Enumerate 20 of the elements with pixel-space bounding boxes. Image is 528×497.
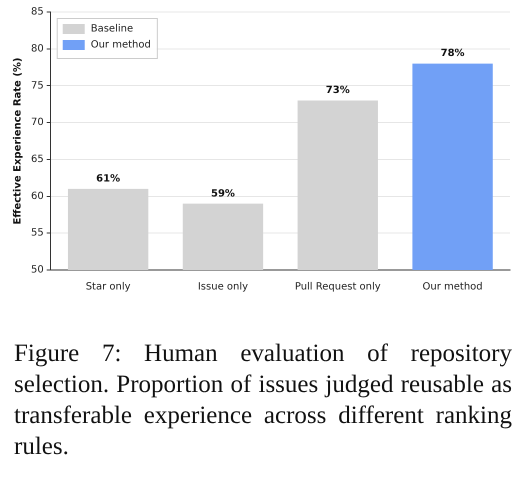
y-tick-label: 55 <box>30 228 44 239</box>
legend-label: Our method <box>90 40 151 51</box>
x-tick-label: Star only <box>86 282 131 293</box>
y-axis-title: Effective Experience Rate (%) <box>12 58 24 224</box>
x-tick-label: Our method <box>422 282 483 293</box>
legend-label: Baseline <box>90 24 134 35</box>
y-tick-label: 50 <box>30 264 44 276</box>
y-tick-label: 65 <box>30 154 44 166</box>
y-tick-label: 85 <box>30 6 44 18</box>
data-label: 73% <box>326 85 350 96</box>
y-tick-label: 75 <box>30 80 44 92</box>
y-tick-label: 80 <box>30 43 44 54</box>
data-label: 59% <box>210 188 235 200</box>
y-tick-label: 70 <box>30 117 44 128</box>
x-tick-label: Pull Request only <box>294 282 381 293</box>
data-label: 61% <box>96 174 120 185</box>
data-label: 78% <box>440 48 465 60</box>
caption: Figure 7: Human evaluation of repository selection. Proportion of issues judged reusable as transferable experience across different ranking rules. <box>14 339 512 462</box>
x-tick-label: Issue only <box>198 282 248 293</box>
y-tick-label: 60 <box>30 190 44 202</box>
